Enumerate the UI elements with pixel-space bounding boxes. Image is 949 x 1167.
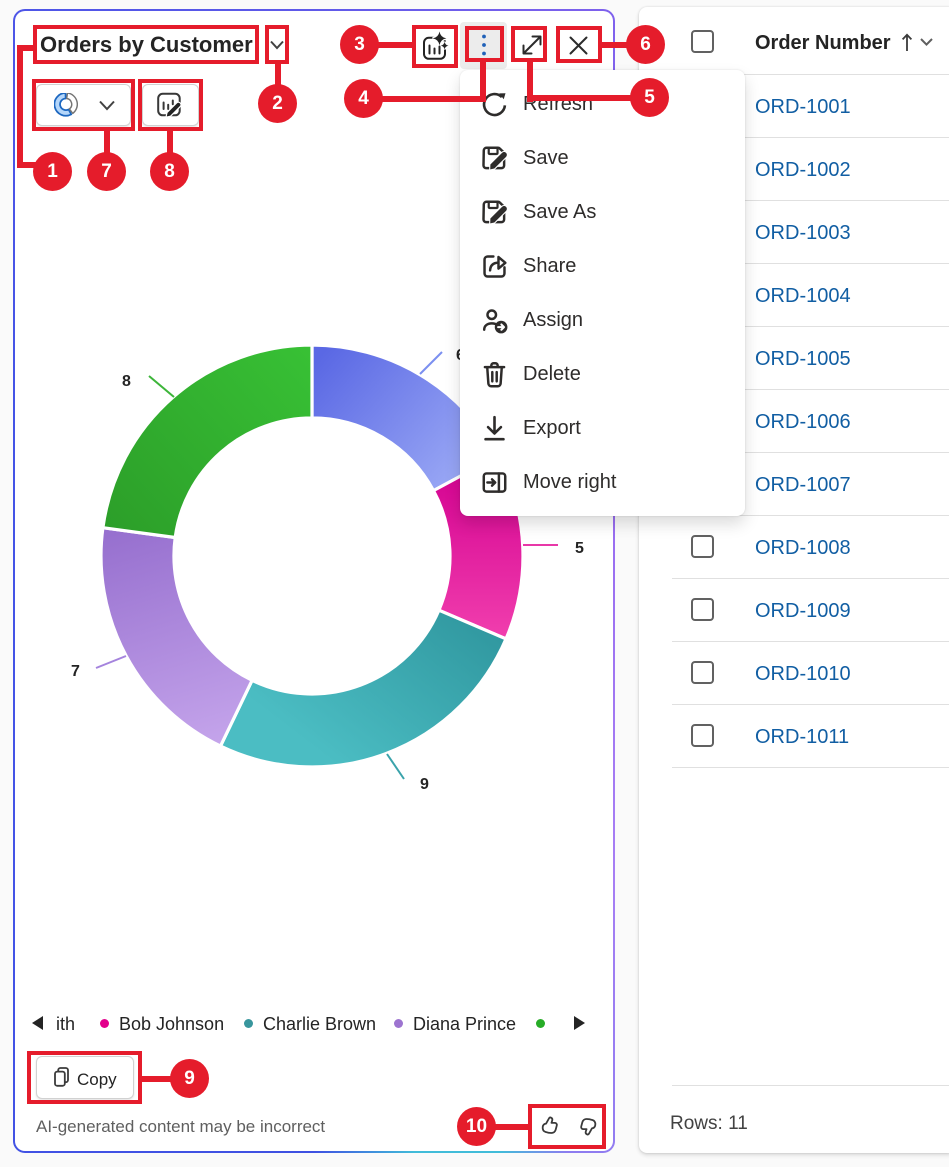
svg-text:9: 9 [420, 776, 429, 793]
svg-text:5: 5 [575, 540, 584, 557]
svg-text:8: 8 [122, 373, 131, 390]
svg-text:7: 7 [71, 663, 80, 680]
